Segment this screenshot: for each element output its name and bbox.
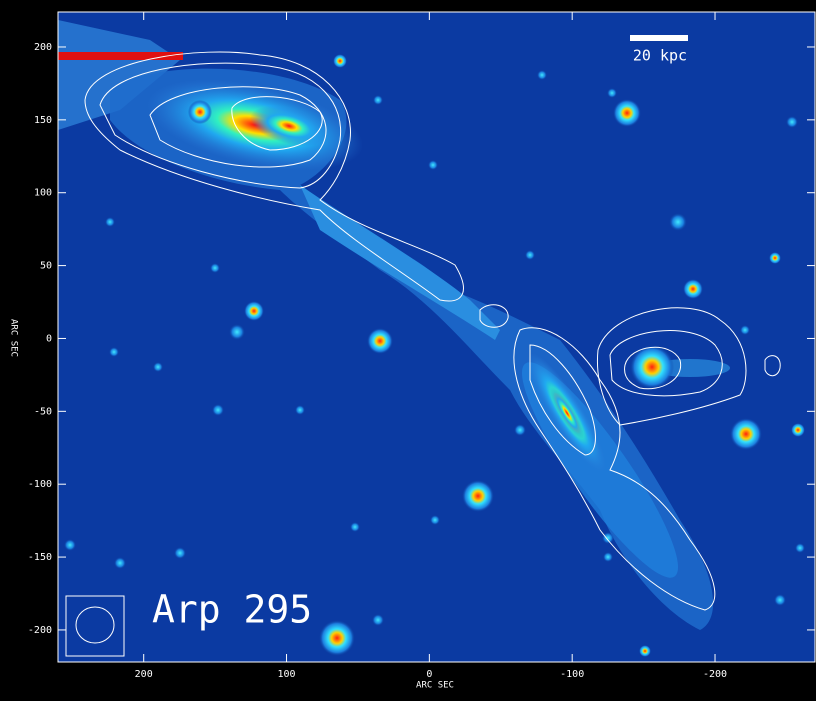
- x-tick-label: 100: [277, 669, 295, 680]
- y-tick-label: -200: [28, 625, 52, 636]
- y-tick-label: -50: [34, 406, 52, 417]
- y-tick-label: 50: [40, 261, 52, 272]
- y-tick-label: -100: [28, 479, 52, 490]
- x-tick-label: -100: [560, 669, 584, 680]
- x-axis-label: ARC SEC: [416, 681, 454, 691]
- y-tick-label: -150: [28, 552, 52, 563]
- y-tick-label: 150: [34, 115, 52, 126]
- y-tick-label: 0: [46, 333, 52, 344]
- scale-label: 20 kpc: [633, 47, 687, 65]
- object-label: Arp 295: [152, 588, 312, 632]
- y-axis-label: ARC SEC: [9, 319, 19, 357]
- x-tick-label: 0: [426, 669, 432, 680]
- x-tick-label: -200: [703, 669, 727, 680]
- x-tick-label: 200: [135, 669, 153, 680]
- y-tick-label: 100: [34, 188, 52, 199]
- scale-bar: [630, 35, 688, 41]
- chart: 20 kpc Arp 295 ARC SEC ARC SEC 200 100 0 -1…: [0, 0, 816, 701]
- sky-image: [58, 12, 815, 662]
- y-tick-label: 200: [34, 42, 52, 53]
